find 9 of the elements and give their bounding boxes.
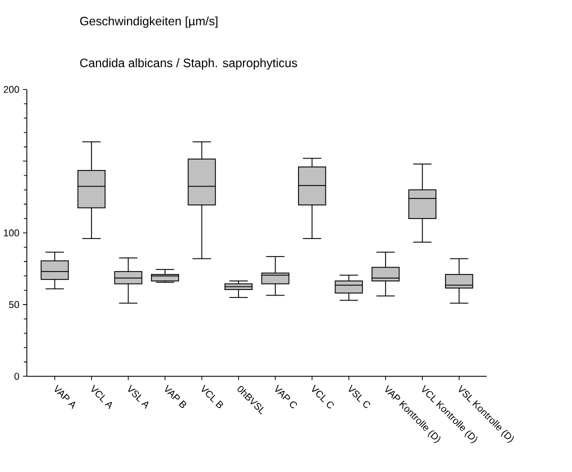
chart-title: Geschwindigkeiten [µm/s] — [80, 16, 218, 28]
chart-subtitle: Candida albicans / Staph. saprophyticus — [80, 58, 298, 70]
x-tick-label: VAP C — [275, 384, 297, 408]
y-tick-label: 50 — [9, 301, 20, 308]
y-tick-label: 100 — [4, 230, 20, 237]
x-tick-label: VAP A — [54, 384, 76, 410]
y-tick-label: 0 — [14, 373, 20, 380]
x-tick-label: VAP B — [165, 384, 186, 408]
y-tick-label: 200 — [4, 86, 20, 94]
